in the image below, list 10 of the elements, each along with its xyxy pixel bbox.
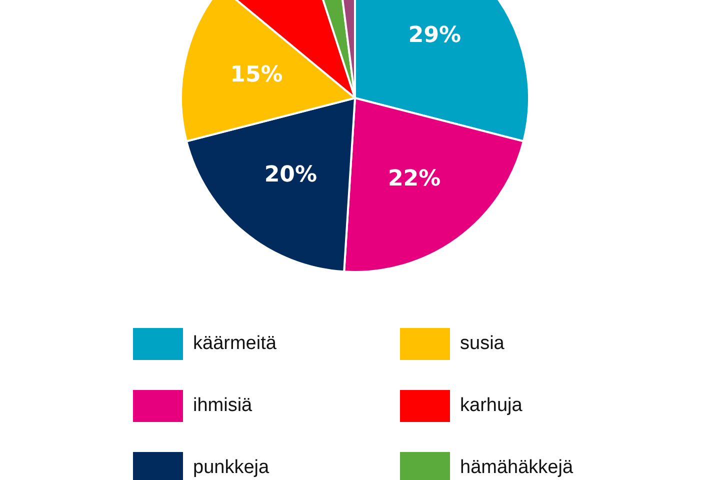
legend-label: punkkeja [193, 457, 270, 479]
legend-label: käärmeitä [193, 333, 276, 355]
legend-label: hämähäkkejä [460, 457, 574, 479]
data-label: 20% [264, 162, 318, 188]
legend-label: ihmisiä [193, 395, 252, 417]
data-label: 29% [408, 22, 462, 48]
data-label: 15% [230, 62, 283, 88]
legend-label: karhuja [460, 395, 522, 417]
legend-label: susia [460, 333, 504, 355]
data-label: 22% [388, 166, 441, 192]
